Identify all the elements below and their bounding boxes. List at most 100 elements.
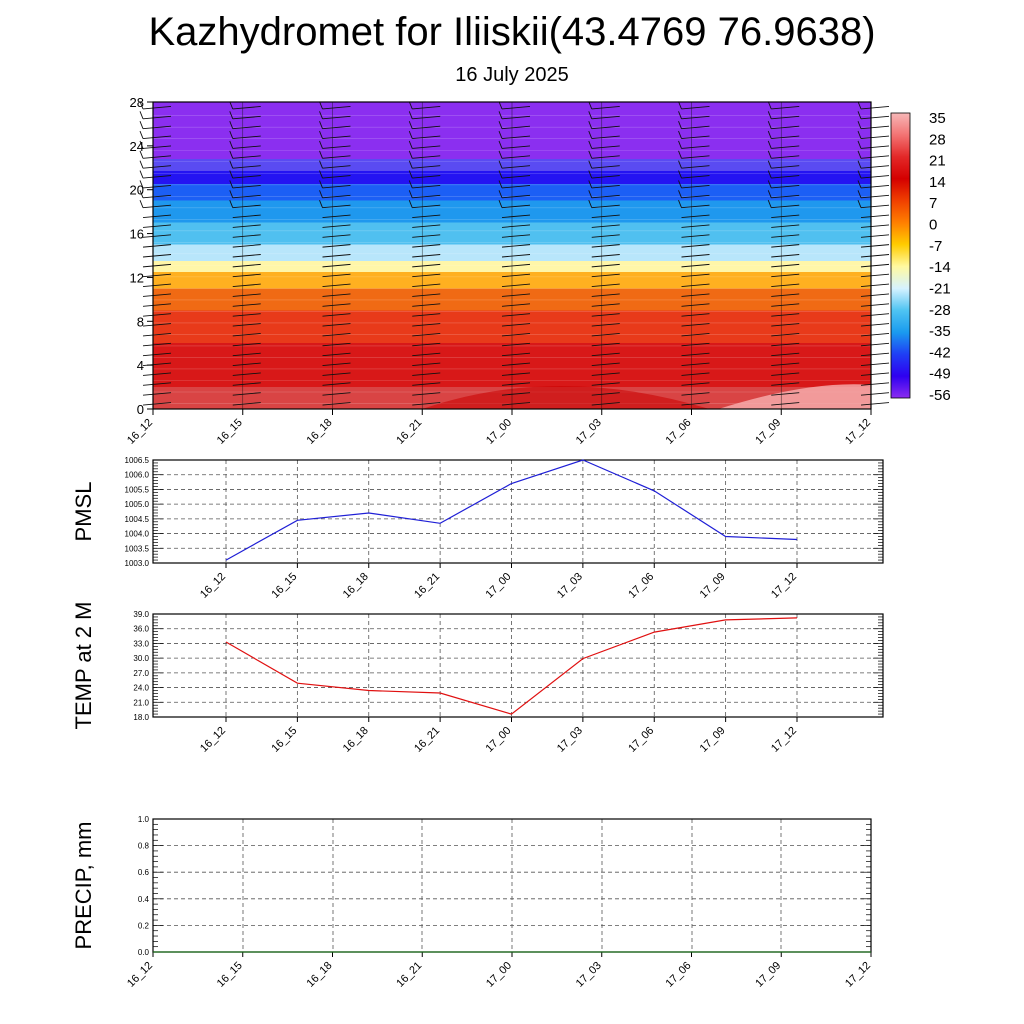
wind-barb-flag (678, 190, 682, 198)
wind-barb (322, 342, 351, 347)
wind-barb (142, 204, 172, 209)
x-tick-label: 16_12 (125, 960, 155, 990)
wind-barb-flag (857, 180, 862, 189)
wind-barb-flag (588, 111, 593, 120)
wind-barb (412, 372, 441, 376)
wind-barb-flag (408, 190, 413, 198)
x-tick-label: 17_12 (843, 960, 873, 990)
wind-barb (860, 135, 890, 140)
wind-barb (771, 165, 800, 169)
wind-barb (860, 224, 890, 228)
wind-barb (322, 194, 351, 199)
wind-barb (501, 125, 531, 130)
wind-barb (501, 382, 531, 386)
y-tick-label: 0.6 (138, 868, 150, 877)
wind-barb (142, 342, 172, 347)
wind-barb (501, 234, 531, 238)
wind-barb-flag (319, 111, 323, 120)
wind-barb-flag (498, 130, 503, 139)
y-tick-label: 30.0 (133, 654, 149, 663)
wind-barb (142, 115, 172, 120)
x-tick-label: 17_12 (769, 725, 799, 755)
wind-barb-flag (319, 180, 323, 189)
wind-barb (412, 342, 441, 347)
y-tick-label: 1004.0 (125, 530, 150, 539)
wind-barb-flag (139, 121, 144, 129)
x-tick-label: 17_09 (753, 417, 783, 447)
wind-barb (501, 175, 531, 179)
precip-panel: 0.0 0.2 0.4 0.6 0.8 1.0 16_12 16_15 16_18 16_21 17… (71, 815, 873, 990)
x-tick-label: 17_03 (555, 725, 585, 755)
y-tick-label: 24 (130, 139, 144, 154)
wind-barb (412, 323, 441, 327)
wind-barb (771, 372, 800, 376)
wind-barb (412, 332, 441, 337)
wind-barb-flag (767, 121, 772, 129)
wind-barb (860, 254, 890, 258)
wind-barb (412, 402, 441, 406)
wind-barb (681, 323, 710, 327)
wind-barb-flag (408, 160, 413, 169)
wind-barb (860, 342, 890, 347)
wind-barb (860, 362, 890, 366)
x-tick-label: 17_00 (484, 725, 514, 755)
colorbar-label: 28 (929, 131, 946, 148)
wind-barb (322, 293, 351, 297)
wind-barb-flag (767, 190, 772, 198)
wind-barb (232, 332, 261, 337)
wind-barb (232, 175, 261, 179)
wind-barb (142, 145, 172, 149)
wind-barb (232, 254, 261, 258)
wind-barb-flag (229, 150, 234, 159)
wind-barb (322, 184, 351, 189)
wind-barb (501, 165, 531, 169)
x-tick-label: 17_00 (484, 571, 514, 601)
wind-barb (412, 244, 441, 248)
x-tick-label: 17_06 (664, 417, 694, 447)
colorbar-bar (890, 112, 911, 399)
wind-barb (860, 273, 890, 278)
wind-barb (412, 214, 441, 218)
wind-barb (232, 115, 261, 120)
wind-barb (681, 234, 710, 238)
wind-barb (322, 204, 351, 209)
y-tick-label: 39.0 (133, 610, 149, 619)
wind-barb (681, 283, 710, 288)
wind-barb (322, 125, 351, 130)
wind-barb (501, 283, 531, 288)
x-tick-label: 16_15 (215, 960, 245, 990)
wind-barb (232, 303, 261, 307)
wind-barb (591, 313, 620, 317)
wind-barb (142, 273, 172, 278)
wind-barb (681, 392, 710, 396)
y-tick-label: 0 (137, 402, 144, 417)
wind-barb (771, 362, 800, 366)
wind-barb (771, 283, 800, 288)
wind-barb (681, 293, 710, 297)
wind-barb (860, 323, 890, 327)
wind-barb-flag (678, 140, 682, 149)
wind-barb (232, 342, 261, 347)
wind-barb (142, 165, 172, 169)
wind-barb (142, 214, 172, 218)
wind-barb-flag (588, 190, 593, 198)
wind-barb (412, 106, 441, 110)
wind-barb-flag (588, 160, 593, 169)
y-tick-label: 1005.5 (125, 485, 150, 494)
wind-barb (412, 273, 441, 278)
wind-barb (322, 332, 351, 337)
wind-barb (591, 244, 620, 248)
wind-barb-flag (857, 150, 862, 159)
wind-barb (771, 323, 800, 327)
wind-barb (412, 352, 441, 357)
wind-barb (232, 382, 261, 386)
wind-barb (591, 283, 620, 288)
wind-barb (232, 194, 261, 199)
wind-barb (142, 106, 172, 110)
wind-barb (322, 273, 351, 278)
wind-barb (142, 234, 172, 238)
wind-barb (322, 283, 351, 288)
wind-barb (591, 145, 620, 149)
wind-barb (591, 273, 620, 278)
wind-barb (142, 194, 172, 199)
